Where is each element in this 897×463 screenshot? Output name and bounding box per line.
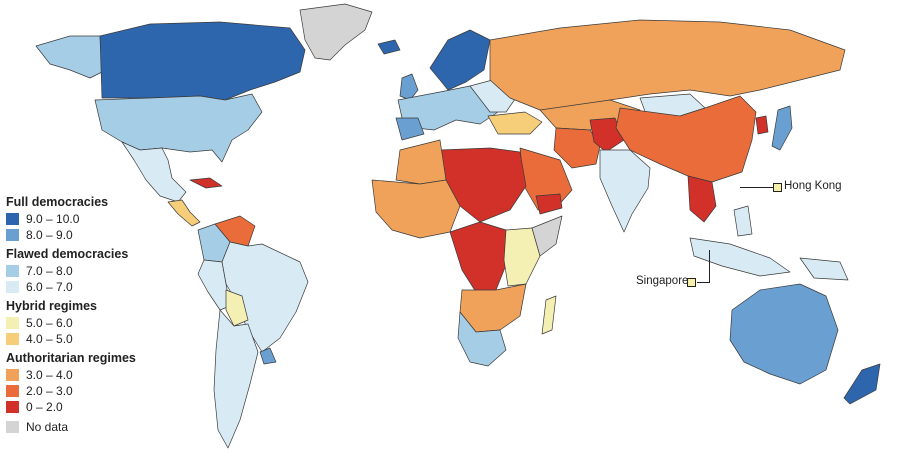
region-west-africa bbox=[371, 179, 461, 239]
legend-item: 4.0 – 5.0 bbox=[6, 331, 181, 347]
legend-item: 9.0 – 10.0 bbox=[6, 211, 181, 227]
legend-swatch bbox=[6, 369, 19, 381]
legend-item: 5.0 – 6.0 bbox=[6, 315, 181, 331]
region-usa bbox=[94, 93, 263, 163]
legend-group-title: Hybrid regimes bbox=[6, 299, 98, 313]
legend-swatch bbox=[6, 281, 19, 293]
region-argentina-chile bbox=[213, 309, 259, 449]
legend-swatch bbox=[6, 385, 19, 397]
region-horn bbox=[531, 215, 563, 257]
legend-label: 2.0 – 3.0 bbox=[26, 384, 73, 398]
hong-kong-marker bbox=[773, 183, 782, 192]
region-peru bbox=[197, 259, 231, 311]
legend-group-title: Flawed democracies bbox=[6, 247, 129, 261]
region-japan bbox=[771, 105, 793, 151]
region-russia bbox=[489, 19, 846, 111]
region-madagascar bbox=[541, 295, 557, 335]
region-png bbox=[799, 257, 849, 281]
legend-label: 3.0 – 4.0 bbox=[26, 368, 73, 382]
legend-label: 0 – 2.0 bbox=[26, 400, 63, 414]
region-indonesia bbox=[689, 237, 791, 277]
legend-swatch bbox=[6, 213, 19, 225]
singapore-leader-line-v bbox=[709, 250, 710, 283]
region-central-america bbox=[167, 199, 201, 227]
region-cuba bbox=[189, 177, 223, 189]
legend-item: 2.0 – 3.0 bbox=[6, 383, 181, 399]
region-iran bbox=[553, 127, 601, 169]
singapore-label: Singapore bbox=[636, 275, 689, 287]
legend-item: 7.0 – 8.0 bbox=[6, 263, 181, 279]
region-iceland bbox=[377, 39, 401, 55]
legend-item: 8.0 – 9.0 bbox=[6, 227, 181, 243]
legend-item-no-data: No data bbox=[6, 419, 181, 435]
legend-label-no-data: No data bbox=[26, 420, 69, 434]
legend-group: Full democracies 9.0 – 10.0 8.0 – 9.0 bbox=[6, 195, 181, 243]
hong-kong-label: Hong Kong bbox=[784, 180, 842, 192]
region-south-africa bbox=[457, 311, 507, 367]
legend-swatch-no-data bbox=[6, 421, 19, 433]
legend-groups: Full democracies 9.0 – 10.0 8.0 – 9.0 Flawe… bbox=[6, 195, 181, 415]
legend-item: 6.0 – 7.0 bbox=[6, 279, 181, 295]
hong-kong-leader-line bbox=[740, 187, 774, 188]
singapore-leader-line-h bbox=[697, 282, 709, 283]
region-mexico bbox=[121, 141, 187, 203]
legend-group: Hybrid regimes 5.0 – 6.0 4.0 – 5.0 bbox=[6, 299, 181, 347]
legend-swatch bbox=[6, 333, 19, 345]
region-bolivia bbox=[225, 289, 249, 327]
region-turkey bbox=[487, 111, 543, 135]
singapore-marker bbox=[687, 278, 696, 287]
region-maghreb bbox=[395, 139, 447, 185]
legend-label: 4.0 – 5.0 bbox=[26, 332, 73, 346]
legend-group-title: Authoritarian regimes bbox=[6, 351, 136, 365]
region-southeast-asia bbox=[687, 175, 717, 223]
legend-swatch bbox=[6, 317, 19, 329]
legend-item: 3.0 – 4.0 bbox=[6, 367, 181, 383]
map-legend: Full democracies 9.0 – 10.0 8.0 – 9.0 Flawe… bbox=[6, 195, 181, 435]
region-iberia bbox=[395, 117, 425, 141]
legend-group-title: Full democracies bbox=[6, 195, 109, 209]
region-new-zealand bbox=[843, 363, 881, 405]
region-uk bbox=[399, 73, 419, 101]
region-yemen bbox=[535, 193, 563, 215]
legend-swatch bbox=[6, 401, 19, 413]
legend-label: 9.0 – 10.0 bbox=[26, 212, 80, 226]
region-uruguay bbox=[259, 347, 277, 365]
region-greenland bbox=[299, 3, 373, 61]
legend-label: 7.0 – 8.0 bbox=[26, 264, 73, 278]
legend-label: 8.0 – 9.0 bbox=[26, 228, 73, 242]
region-india bbox=[599, 149, 651, 233]
region-australia bbox=[729, 283, 839, 385]
region-canada bbox=[99, 21, 306, 101]
legend-group: Flawed democracies 7.0 – 8.0 6.0 – 7.0 bbox=[6, 247, 181, 295]
legend-swatch bbox=[6, 229, 19, 241]
region-alaska bbox=[35, 35, 103, 79]
region-central-africa bbox=[449, 221, 509, 293]
region-north-korea bbox=[755, 115, 769, 135]
region-scandinavia bbox=[429, 29, 491, 91]
legend-item: 0 – 2.0 bbox=[6, 399, 181, 415]
legend-label: 5.0 – 6.0 bbox=[26, 316, 73, 330]
region-philippines bbox=[733, 205, 753, 237]
region-afghanistan bbox=[589, 117, 625, 153]
legend-group: Authoritarian regimes 3.0 – 4.0 2.0 – 3.0 0… bbox=[6, 351, 181, 415]
legend-swatch bbox=[6, 265, 19, 277]
legend-label: 6.0 – 7.0 bbox=[26, 280, 73, 294]
